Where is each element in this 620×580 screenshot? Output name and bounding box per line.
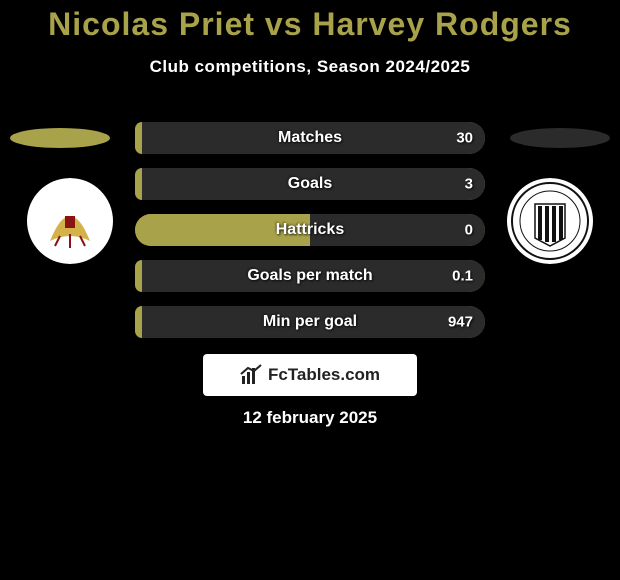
comparison-infographic: Nicolas Priet vs Harvey Rodgers Club com… (0, 0, 620, 580)
brand-box: FcTables.com (203, 354, 417, 396)
stat-value-right: 30 (456, 130, 473, 147)
stat-value-right: 3 (465, 176, 473, 193)
stat-value-right: 0.1 (452, 268, 473, 285)
stat-label: Min per goal (135, 313, 485, 331)
chart-icon (240, 364, 262, 386)
crest-left-badge (27, 178, 113, 264)
stat-label: Goals per match (135, 267, 485, 285)
stat-label: Matches (135, 129, 485, 147)
stat-row: Matches30 (135, 122, 485, 154)
grimsby-style-icon (511, 182, 589, 260)
player-left-halo (10, 128, 110, 148)
stat-row: Min per goal947 (135, 306, 485, 338)
crest-right-badge (507, 178, 593, 264)
player-right-halo (510, 128, 610, 148)
date-text: 12 february 2025 (0, 408, 620, 428)
doncaster-style-icon (35, 186, 105, 256)
stat-value-right: 947 (448, 314, 473, 331)
stat-row: Goals per match0.1 (135, 260, 485, 292)
stat-bars: Matches30Goals3Hattricks0Goals per match… (135, 122, 485, 352)
stat-label: Goals (135, 175, 485, 193)
stat-label: Hattricks (135, 221, 485, 239)
subtitle: Club competitions, Season 2024/2025 (0, 57, 620, 77)
crest-left (20, 178, 120, 264)
stat-row: Hattricks0 (135, 214, 485, 246)
page-title: Nicolas Priet vs Harvey Rodgers (0, 0, 620, 43)
crest-right (500, 178, 600, 264)
stat-row: Goals3 (135, 168, 485, 200)
brand-text: FcTables.com (268, 365, 380, 385)
stat-value-right: 0 (465, 222, 473, 239)
